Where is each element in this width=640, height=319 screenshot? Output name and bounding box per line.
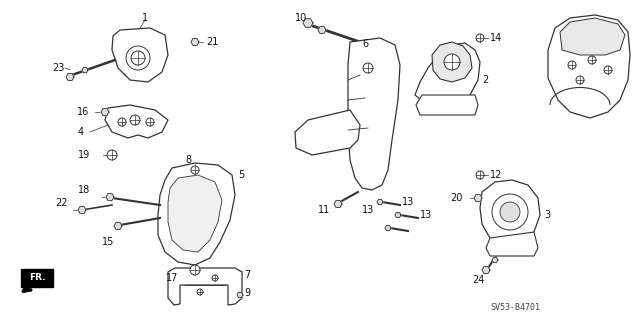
Polygon shape [303,19,313,27]
Polygon shape [105,105,168,138]
Polygon shape [318,26,326,33]
Circle shape [492,194,528,230]
Polygon shape [106,194,114,200]
Polygon shape [168,268,242,305]
Text: 21: 21 [206,37,218,47]
Text: 11: 11 [318,205,330,215]
Polygon shape [432,42,472,82]
Text: 13: 13 [420,210,432,220]
Polygon shape [334,201,342,207]
Polygon shape [295,110,360,155]
Text: 22: 22 [55,198,67,208]
Text: 24: 24 [472,275,484,285]
Circle shape [568,61,576,69]
Text: 13: 13 [402,197,414,207]
Polygon shape [82,67,88,73]
Text: SV53-B4701: SV53-B4701 [490,303,540,313]
Text: 8: 8 [185,155,191,165]
Polygon shape [486,232,538,256]
Text: 15: 15 [102,237,114,247]
Polygon shape [237,293,243,298]
Polygon shape [385,226,391,231]
Circle shape [146,118,154,126]
Circle shape [190,265,200,275]
Circle shape [197,289,203,295]
Text: 14: 14 [490,33,502,43]
Circle shape [500,202,520,222]
Polygon shape [548,15,630,118]
Text: 19: 19 [78,150,90,160]
Circle shape [476,171,484,179]
Polygon shape [168,175,222,252]
Polygon shape [78,206,86,213]
Circle shape [604,66,612,74]
Polygon shape [415,43,480,110]
Polygon shape [66,74,74,80]
Polygon shape [191,39,199,46]
Circle shape [212,275,218,281]
Text: 10: 10 [295,13,307,23]
Polygon shape [480,180,540,245]
Polygon shape [112,28,168,82]
Polygon shape [114,223,122,229]
Polygon shape [560,18,625,55]
Text: 18: 18 [78,185,90,195]
Circle shape [476,34,484,42]
Circle shape [588,56,596,64]
Circle shape [444,54,460,70]
FancyBboxPatch shape [21,269,53,287]
Text: 9: 9 [244,288,250,298]
Text: 17: 17 [166,273,178,283]
Polygon shape [482,267,490,273]
Circle shape [118,118,126,126]
Circle shape [191,166,199,174]
Text: 3: 3 [544,210,550,220]
Text: 7: 7 [244,270,250,280]
Circle shape [363,63,373,73]
Polygon shape [348,38,400,190]
Text: 6: 6 [362,39,368,49]
Text: 13: 13 [362,205,374,215]
Circle shape [576,76,584,84]
Text: 12: 12 [490,170,502,180]
Text: 16: 16 [77,107,89,117]
Text: 1: 1 [142,13,148,23]
Polygon shape [395,212,401,218]
Polygon shape [474,195,482,202]
Text: 20: 20 [450,193,462,203]
Text: 4: 4 [78,127,84,137]
Polygon shape [416,95,478,115]
Text: 5: 5 [238,170,244,180]
Polygon shape [101,108,109,115]
Text: FR.: FR. [29,273,45,283]
Polygon shape [377,199,383,204]
Text: 23: 23 [52,63,65,73]
Polygon shape [158,163,235,265]
Text: 2: 2 [482,75,488,85]
Circle shape [107,150,117,160]
Circle shape [131,51,145,65]
Circle shape [126,46,150,70]
Polygon shape [492,257,498,263]
Circle shape [130,115,140,125]
